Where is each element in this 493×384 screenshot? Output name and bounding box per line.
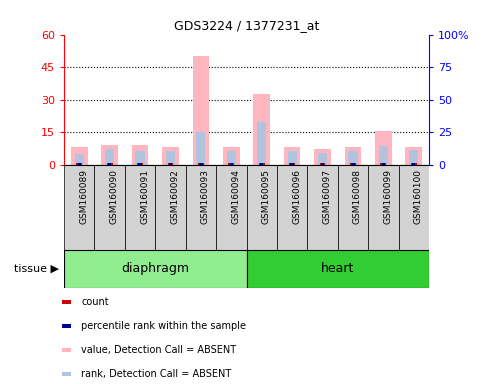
Bar [287, 151, 297, 165]
Bar [71, 147, 88, 165]
Bar [76, 163, 82, 165]
Bar [290, 163, 294, 165]
Bar [230, 163, 233, 165]
Bar [108, 163, 111, 165]
Bar [193, 56, 209, 165]
Bar [136, 151, 144, 165]
Bar [349, 151, 357, 165]
Text: GSM160097: GSM160097 [322, 169, 331, 224]
Bar [379, 146, 388, 165]
Text: GSM160094: GSM160094 [231, 169, 240, 224]
Bar [338, 165, 368, 250]
Bar [64, 250, 246, 288]
Bar [321, 163, 324, 165]
Text: value, Detection Call = ABSENT: value, Detection Call = ABSENT [81, 345, 236, 356]
Text: GSM160100: GSM160100 [414, 169, 423, 224]
Bar [398, 165, 429, 250]
Text: rank, Detection Call = ABSENT: rank, Detection Call = ABSENT [81, 369, 231, 379]
Bar [259, 163, 265, 165]
Bar [62, 348, 71, 352]
Bar [102, 145, 118, 165]
Bar [75, 154, 84, 165]
Text: GSM160098: GSM160098 [353, 169, 362, 224]
Bar [351, 163, 354, 165]
Bar [199, 163, 203, 165]
Text: diaphragm: diaphragm [121, 262, 189, 275]
Bar [107, 163, 112, 165]
Bar [223, 147, 240, 165]
Bar [168, 163, 174, 165]
Bar [289, 163, 295, 165]
Bar [277, 165, 307, 250]
Bar [260, 163, 263, 165]
Bar [412, 163, 416, 165]
Bar [246, 165, 277, 250]
Bar [125, 165, 155, 250]
Bar [350, 163, 356, 165]
Text: GSM160096: GSM160096 [292, 169, 301, 224]
Bar [345, 147, 361, 165]
Bar [381, 163, 386, 165]
Bar [169, 163, 172, 165]
Bar [132, 145, 148, 165]
Bar [246, 250, 429, 288]
Bar [216, 165, 246, 250]
Text: GSM160089: GSM160089 [79, 169, 88, 224]
Title: GDS3224 / 1377231_at: GDS3224 / 1377231_at [174, 19, 319, 32]
Bar [253, 94, 270, 165]
Text: count: count [81, 297, 109, 308]
Bar [196, 132, 206, 165]
Bar [368, 165, 398, 250]
Text: GSM160099: GSM160099 [384, 169, 392, 224]
Text: GSM160092: GSM160092 [171, 169, 179, 224]
Bar [62, 324, 71, 328]
Bar [411, 163, 417, 165]
Bar [318, 153, 327, 165]
Bar [137, 163, 143, 165]
Text: heart: heart [321, 262, 354, 275]
Bar [228, 163, 234, 165]
Text: percentile rank within the sample: percentile rank within the sample [81, 321, 246, 331]
Bar [314, 149, 331, 165]
Bar [62, 300, 71, 304]
Bar [257, 122, 266, 165]
Bar [95, 165, 125, 250]
Bar [64, 165, 95, 250]
Bar [227, 151, 236, 165]
Bar [405, 147, 422, 165]
Bar [162, 147, 179, 165]
Bar [139, 163, 142, 165]
Bar [155, 165, 186, 250]
Text: tissue ▶: tissue ▶ [14, 264, 59, 274]
Bar [166, 151, 175, 165]
Bar [77, 163, 81, 165]
Bar [307, 165, 338, 250]
Bar [382, 163, 385, 165]
Bar [319, 163, 325, 165]
Bar [186, 165, 216, 250]
Bar [198, 163, 204, 165]
Bar [105, 149, 114, 165]
Bar [375, 131, 391, 165]
Bar [62, 372, 71, 376]
Bar [409, 150, 418, 165]
Bar [284, 147, 300, 165]
Text: GSM160090: GSM160090 [109, 169, 119, 224]
Text: GSM160093: GSM160093 [201, 169, 210, 224]
Text: GSM160095: GSM160095 [262, 169, 271, 224]
Text: GSM160091: GSM160091 [140, 169, 149, 224]
